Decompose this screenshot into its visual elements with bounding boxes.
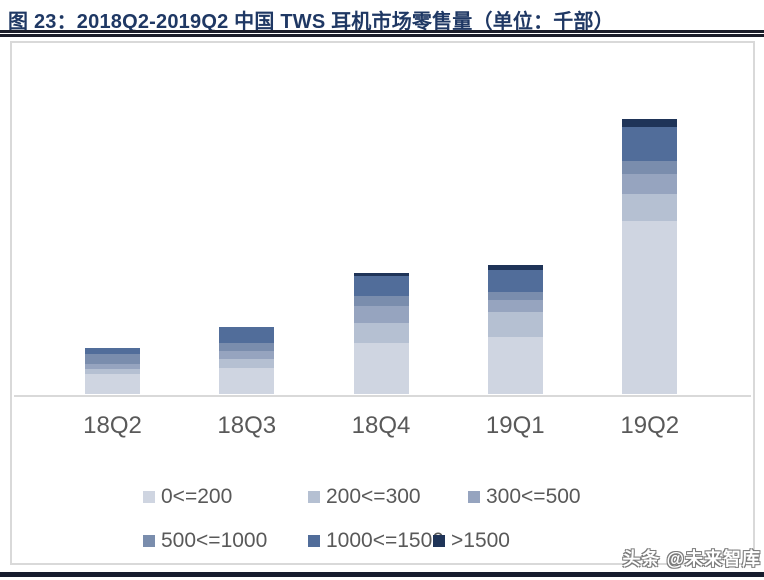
bar-segment-18Q3-300<=500 <box>219 351 275 359</box>
bar-segment-19Q2-0<=200 <box>622 221 678 394</box>
x-tick-label-19Q2: 19Q2 <box>620 412 680 439</box>
bar-segment-18Q2-300<=500 <box>85 364 140 369</box>
legend-swatch-icon <box>308 491 320 503</box>
legend-swatch-icon <box>468 491 480 503</box>
bar-segment-18Q3-0<=200 <box>219 368 275 394</box>
legend-label: 500<=1000 <box>161 529 268 552</box>
bar-segment-19Q2-1000<=1500 <box>622 127 678 161</box>
bar-segment-19Q2-300<=500 <box>622 174 678 194</box>
legend-item-200<=300: 200<=300 <box>308 486 421 508</box>
bar-segment-19Q1-500<=1000 <box>487 292 543 300</box>
bar-segment-18Q2-500<=1000 <box>85 354 140 364</box>
bar-18Q3 <box>219 327 275 394</box>
legend-swatch-icon <box>433 535 445 547</box>
bar-segment-19Q2-200<=300 <box>622 194 678 221</box>
bar-segment-19Q1-300<=500 <box>487 300 543 312</box>
bar-segment-19Q2-500<=1000 <box>622 161 678 174</box>
bar-18Q2 <box>85 348 140 394</box>
x-axis-line <box>14 395 751 397</box>
title-divider <box>0 30 764 37</box>
bar-segment-19Q1-0<=200 <box>487 337 543 394</box>
legend-swatch-icon <box>143 491 155 503</box>
bar-segment-18Q3-500<=1000 <box>219 343 275 351</box>
x-tick-label-18Q3: 18Q3 <box>217 412 277 439</box>
x-tick-label-19Q1: 19Q1 <box>485 412 545 439</box>
bar-segment-18Q2-1000<=1500 <box>85 348 140 354</box>
bar-18Q4 <box>353 273 409 394</box>
legend-item-500<=1000: 500<=1000 <box>143 530 267 552</box>
x-tick-label-18Q2: 18Q2 <box>83 412 142 439</box>
legend-label: >1500 <box>451 529 510 552</box>
bar-segment-18Q4-500<=1000 <box>353 296 409 306</box>
legend-label: 0<=200 <box>161 485 233 508</box>
bar-segment-19Q2->1500 <box>622 119 678 127</box>
legend-item->1500: >1500 <box>433 530 510 552</box>
bar-segment-19Q1-1000<=1500 <box>487 270 543 292</box>
watermark: 头条 @未来智库 <box>622 549 761 569</box>
bar-segment-18Q4-300<=500 <box>353 306 409 323</box>
bar-segment-18Q4-0<=200 <box>353 343 409 394</box>
legend-label: 300<=500 <box>486 485 581 508</box>
bar-19Q1 <box>487 265 543 394</box>
chart-frame <box>10 41 755 565</box>
legend-item-300<=500: 300<=500 <box>468 486 581 508</box>
legend-swatch-icon <box>308 535 320 547</box>
bar-segment-18Q2-0<=200 <box>85 374 140 394</box>
bar-segment-18Q4-1000<=1500 <box>353 276 409 296</box>
bar-segment-18Q4-200<=300 <box>353 323 409 343</box>
bar-segment-19Q1->1500 <box>487 265 543 270</box>
legend-label: 200<=300 <box>326 485 421 508</box>
legend-label: 1000<=1500 <box>326 529 444 552</box>
bar-segment-18Q3-200<=300 <box>219 359 275 368</box>
figure-title: 图 23：2018Q2-2019Q2 中国 TWS 耳机市场零售量（单位：千部） <box>8 11 614 33</box>
legend-item-0<=200: 0<=200 <box>143 486 232 508</box>
bar-segment-18Q4->1500 <box>353 273 409 276</box>
bar-segment-18Q3-1000<=1500 <box>219 327 275 343</box>
bar-19Q2 <box>622 119 678 394</box>
x-tick-label-18Q4: 18Q4 <box>351 412 411 439</box>
bar-segment-18Q2-200<=300 <box>85 369 140 374</box>
legend-item-1000<=1500: 1000<=1500 <box>308 530 444 552</box>
legend-swatch-icon <box>143 535 155 547</box>
bottom-divider <box>0 572 764 577</box>
bar-segment-19Q1-200<=300 <box>487 312 543 337</box>
